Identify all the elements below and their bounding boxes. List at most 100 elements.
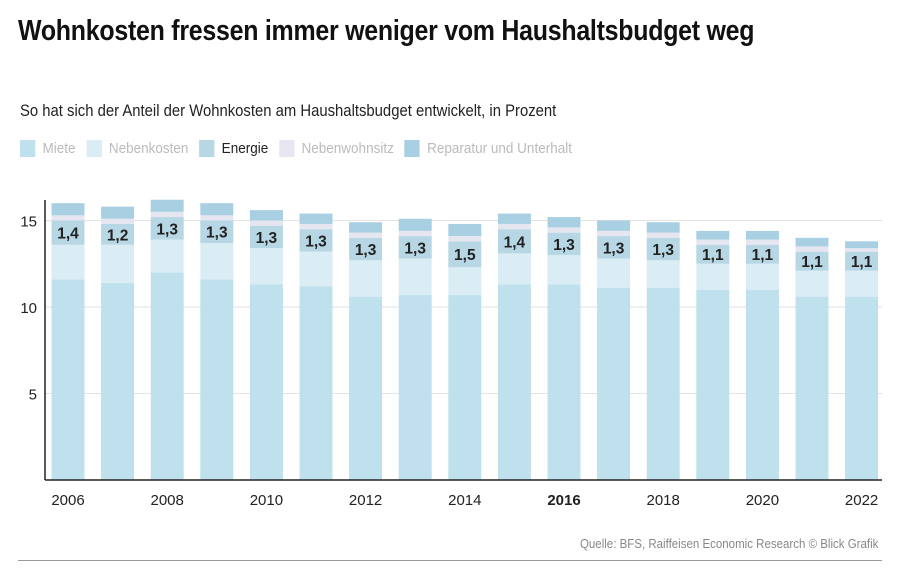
legend-item: Energie (199, 140, 268, 157)
data-label: 1,1 (851, 254, 873, 271)
bar-segment-miete (349, 296, 383, 480)
bar-segment-nebenkosten (745, 263, 779, 290)
bar-segment-miete (696, 289, 730, 480)
bar-segment-miete (249, 284, 283, 480)
bar-segment-nebenwohnsitz (349, 232, 383, 238)
bar-segment-nebenwohnsitz (249, 220, 283, 226)
legend-label: Energie (221, 140, 269, 157)
legend-swatch (86, 140, 102, 157)
bar-segment-reparatur-und-unterhalt (795, 237, 829, 247)
bar-segment-reparatur-und-unterhalt (597, 220, 631, 231)
bar-segment-energie (349, 237, 383, 261)
legend-label: Nebenwohnsitz (301, 140, 394, 157)
data-label: 1,1 (801, 254, 823, 271)
data-label: 1,3 (156, 221, 178, 238)
bar-segment-miete (497, 284, 531, 480)
bar-segment-reparatur-und-unterhalt (150, 199, 184, 212)
bar-segment-nebenkosten (646, 260, 680, 288)
bar-segment-energie (398, 236, 432, 259)
bar-segment-nebenkosten (497, 253, 531, 285)
data-label: 1,3 (652, 242, 674, 259)
bar-segment-miete (150, 272, 184, 480)
bar-segment-nebenkosten (150, 239, 184, 273)
bar-segment-nebenwohnsitz (547, 227, 581, 233)
bar-segment-nebenwohnsitz (696, 239, 730, 245)
data-label: 1,1 (702, 247, 724, 264)
legend-item: Nebenkosten (86, 140, 188, 157)
bar-segment-nebenkosten (547, 255, 581, 285)
bar-segment-nebenwohnsitz (51, 215, 85, 221)
legend: Miete Nebenkosten Energie Nebenwohnsitz Repa… (20, 140, 572, 157)
bar-segment-reparatur-und-unterhalt (845, 241, 879, 249)
bar-segment-energie (497, 229, 531, 254)
bar-segment-nebenkosten (845, 270, 879, 297)
legend-label: Nebenkosten (108, 140, 189, 157)
bar-segment-miete (448, 294, 482, 480)
bar-segment-nebenwohnsitz (448, 236, 482, 242)
bar-segment-energie (646, 237, 680, 261)
bar-segment-nebenkosten (299, 251, 333, 287)
bar-segment-nebenwohnsitz (299, 223, 333, 230)
data-label: 1,3 (305, 233, 327, 250)
data-label: 1,1 (752, 247, 774, 264)
bar-segment-nebenwohnsitz (200, 215, 234, 221)
bar-segment-miete (646, 287, 680, 480)
bar-segment-miete (845, 296, 879, 480)
bar-segment-energie (448, 241, 482, 268)
bar-segment-reparatur-und-unterhalt (696, 230, 730, 240)
bar-segment-energie (299, 229, 333, 252)
bar-segment-reparatur-und-unterhalt (646, 222, 680, 233)
bar-segment-reparatur-und-unterhalt (745, 230, 779, 240)
bar-segment-reparatur-und-unterhalt (299, 213, 333, 224)
data-label: 1,2 (107, 227, 129, 244)
bar-segment-nebenkosten (101, 244, 135, 283)
legend-label: Reparatur und Unterhalt (427, 140, 572, 157)
bottom-rule (18, 560, 882, 561)
bar-segment-reparatur-und-unterhalt (101, 206, 135, 219)
chart-title: Wohnkosten fressen immer weniger vom Hau… (18, 15, 755, 47)
bar-segment-reparatur-und-unterhalt (398, 218, 432, 231)
bar-segment-energie (51, 220, 85, 245)
legend-item: Reparatur und Unterhalt (404, 140, 572, 157)
x-tick-label: 2018 (647, 492, 680, 509)
bar-segment-miete (547, 284, 581, 480)
legend-swatch (20, 140, 36, 157)
bar-segment-nebenkosten (696, 263, 730, 290)
chart-subtitle: So hat sich der Anteil der Wohnkosten am… (20, 102, 557, 120)
x-tick-label: 2006 (51, 492, 84, 509)
bar-segment-nebenkosten (597, 258, 631, 288)
x-tick-label: 2014 (448, 492, 481, 509)
bar-segment-energie (597, 236, 631, 259)
bar-segment-energie (547, 232, 581, 256)
bar-segment-miete (200, 279, 234, 480)
bar-segment-nebenkosten (349, 260, 383, 297)
bar-segment-energie (745, 244, 779, 264)
bar-segment-miete (795, 296, 829, 480)
legend-label: Miete (42, 140, 76, 157)
bar-segment-energie (845, 251, 879, 271)
data-label: 1,3 (404, 240, 426, 257)
bar-segment-miete (51, 279, 85, 480)
bar-segment-reparatur-und-unterhalt (448, 223, 482, 237)
x-tick-label: 2010 (250, 492, 283, 509)
bar-segment-reparatur-und-unterhalt (349, 222, 383, 233)
bar-segment-energie (696, 244, 730, 264)
data-label: 1,3 (553, 237, 575, 254)
data-label: 1,3 (256, 230, 278, 247)
bar-segment-miete (101, 282, 135, 480)
bar-segment-nebenkosten (448, 267, 482, 295)
bar-segment-nebenwohnsitz (597, 230, 631, 237)
x-tick-label: 2012 (349, 492, 382, 509)
data-label: 1,3 (206, 225, 228, 242)
bar-segment-miete (597, 287, 631, 480)
x-tick-label: 2016 (547, 492, 580, 509)
bar-segment-nebenwohnsitz (101, 218, 135, 224)
bar-segment-nebenwohnsitz (646, 232, 680, 238)
x-tick-label: 2020 (746, 492, 779, 509)
bar-segment-nebenkosten (51, 244, 85, 280)
bar-segment-miete (398, 294, 432, 480)
bar-segment-energie (795, 251, 829, 271)
y-tick-label: 10 (20, 300, 37, 317)
bar-segment-reparatur-und-unterhalt (249, 210, 283, 221)
